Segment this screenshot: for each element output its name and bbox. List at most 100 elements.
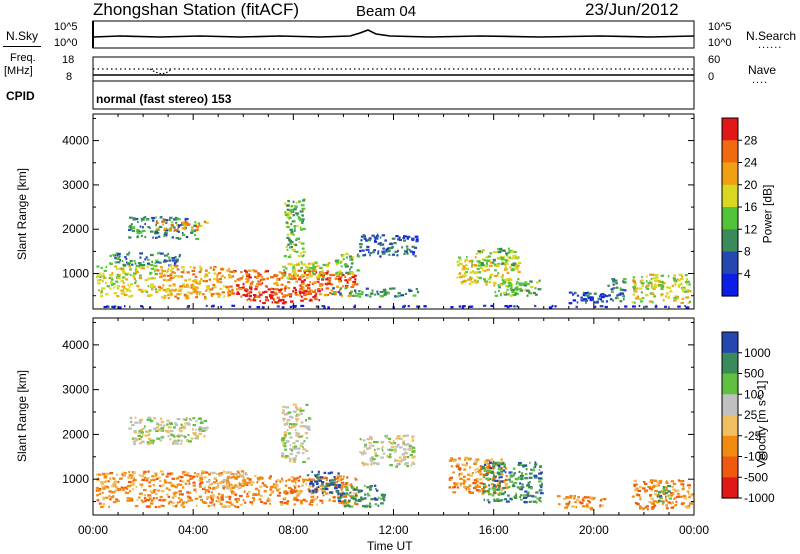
power-cell bbox=[478, 261, 481, 264]
power-cell bbox=[414, 255, 417, 258]
power-cell bbox=[370, 292, 374, 295]
power-cell bbox=[124, 256, 127, 259]
velocity-cell bbox=[199, 477, 202, 481]
velocity-cell bbox=[590, 507, 593, 510]
power-cell bbox=[290, 277, 294, 281]
power-cell bbox=[503, 255, 505, 259]
velocity-cell bbox=[124, 486, 128, 489]
power-cell bbox=[631, 279, 636, 282]
power-cell bbox=[350, 285, 355, 289]
power-cell bbox=[221, 291, 225, 294]
power-cell bbox=[501, 278, 504, 281]
power-cell bbox=[395, 295, 399, 298]
velocity-cell bbox=[566, 504, 570, 507]
power-cell bbox=[178, 225, 180, 228]
power-cell bbox=[163, 254, 168, 257]
velocity-cell bbox=[129, 497, 133, 500]
velocity-cell bbox=[229, 483, 233, 486]
velocity-cell bbox=[411, 456, 415, 459]
power-cell bbox=[121, 285, 126, 288]
velocity-cell bbox=[160, 504, 163, 507]
velocity-cell bbox=[124, 472, 127, 475]
power-cell bbox=[149, 306, 152, 309]
velocity-cell bbox=[98, 488, 102, 491]
velocity-cell bbox=[151, 491, 154, 494]
power-cell bbox=[116, 275, 121, 278]
velocity-cell bbox=[276, 494, 281, 497]
velocity-cell bbox=[591, 496, 596, 500]
velocity-cell bbox=[104, 480, 107, 483]
velocity-cell bbox=[369, 504, 372, 507]
velocity-cell bbox=[658, 492, 660, 495]
power-cell bbox=[482, 259, 487, 262]
velocity-cell bbox=[492, 477, 496, 480]
power-cell bbox=[594, 301, 599, 304]
power-cell bbox=[359, 243, 363, 246]
velocity-cell bbox=[366, 492, 369, 495]
power-cell bbox=[485, 262, 489, 265]
power-cell bbox=[193, 233, 197, 237]
velocity-cell bbox=[675, 489, 680, 492]
power-cell bbox=[282, 265, 285, 268]
power-cell bbox=[111, 305, 116, 309]
velocity-cell bbox=[337, 478, 342, 482]
power-cell bbox=[129, 273, 132, 276]
power-cell bbox=[599, 295, 603, 298]
velocity-cell bbox=[680, 483, 685, 486]
power-cell bbox=[505, 268, 508, 271]
power-cell bbox=[327, 262, 331, 265]
velocity-cell bbox=[100, 505, 104, 509]
power-cell bbox=[246, 289, 249, 292]
velocity-cell bbox=[321, 481, 325, 484]
velocity-cell bbox=[573, 495, 576, 498]
power-cell bbox=[291, 248, 295, 251]
power-cell bbox=[138, 265, 140, 268]
velocity-cell bbox=[492, 487, 496, 490]
power-cell bbox=[186, 283, 189, 286]
velocity-cell bbox=[180, 442, 183, 445]
power-cell bbox=[617, 293, 622, 296]
velocity-cell bbox=[308, 485, 312, 488]
velocity-cell bbox=[241, 475, 245, 478]
power-cell bbox=[249, 299, 252, 302]
power-cell bbox=[184, 221, 188, 224]
velocity-cell bbox=[297, 485, 300, 488]
velocity-cell bbox=[333, 496, 336, 499]
velocity-cell bbox=[322, 490, 326, 493]
velocity-cell bbox=[652, 502, 655, 505]
velocity-cell bbox=[325, 478, 328, 481]
power-cell bbox=[151, 216, 155, 220]
power-cell bbox=[262, 291, 265, 294]
velocity-cell bbox=[676, 495, 681, 498]
velocity-cell bbox=[301, 409, 305, 412]
power-cell bbox=[365, 239, 369, 242]
power-cell bbox=[314, 261, 318, 264]
power-cell bbox=[335, 273, 340, 276]
velocity-cell bbox=[369, 486, 372, 489]
power-cell bbox=[103, 269, 107, 272]
velocity-cell bbox=[221, 481, 223, 484]
velocity-cell bbox=[154, 472, 158, 475]
velocity-cell bbox=[256, 477, 260, 480]
power-cell bbox=[293, 229, 296, 232]
velocity-cell bbox=[144, 499, 147, 503]
velocity-cell bbox=[340, 492, 343, 495]
velocity-cell bbox=[135, 485, 138, 488]
velocity-cell bbox=[244, 473, 248, 476]
velocity-cell bbox=[113, 480, 118, 483]
velocity-cell bbox=[363, 449, 366, 452]
power-cell bbox=[411, 245, 415, 248]
power-cell bbox=[97, 282, 101, 285]
velocity-cell bbox=[187, 491, 192, 494]
power-cell bbox=[217, 293, 222, 296]
velocity-cell bbox=[128, 474, 133, 477]
velocity-cell bbox=[307, 428, 311, 431]
velocity-cell bbox=[204, 489, 209, 492]
power-cell bbox=[501, 261, 504, 264]
velocity-cell bbox=[357, 490, 360, 494]
velocity-cell bbox=[338, 492, 341, 495]
velocity-cell bbox=[509, 471, 513, 474]
power-cell bbox=[336, 263, 339, 266]
velocity-cell bbox=[302, 498, 306, 501]
power-cell bbox=[639, 300, 644, 303]
